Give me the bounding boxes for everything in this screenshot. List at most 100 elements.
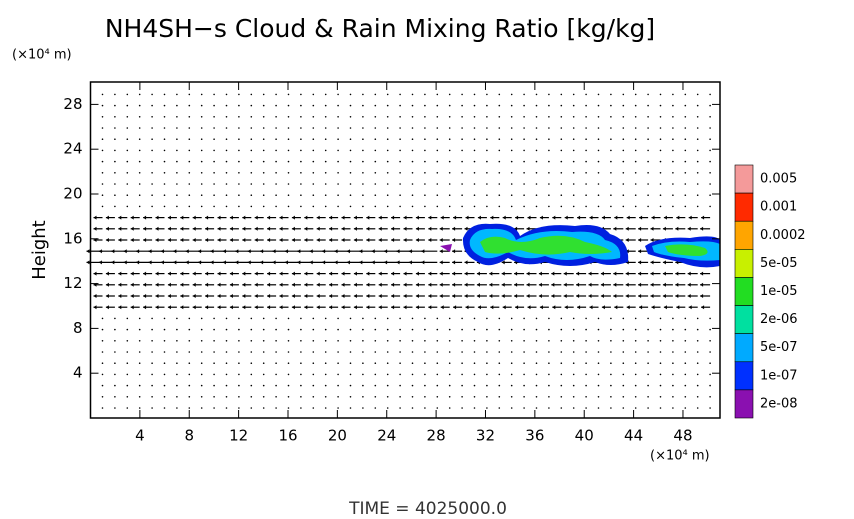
vector-dot bbox=[424, 407, 426, 409]
vector-dot bbox=[498, 373, 501, 376]
vector-dot bbox=[337, 194, 339, 196]
vector-head bbox=[217, 215, 221, 220]
vector-dot bbox=[300, 351, 302, 353]
vector-dot bbox=[560, 362, 563, 365]
vector-head bbox=[111, 249, 115, 254]
vector-dot bbox=[436, 396, 439, 398]
vector-head bbox=[650, 238, 654, 242]
vector-dot bbox=[287, 127, 290, 129]
vector-dot bbox=[436, 407, 439, 409]
vector-dot bbox=[386, 362, 389, 365]
vector-dot bbox=[188, 183, 191, 185]
vector-dot bbox=[473, 384, 476, 387]
vector-dot bbox=[659, 172, 662, 174]
vector-head bbox=[662, 271, 666, 276]
vector-dot bbox=[684, 116, 687, 118]
vector-dot bbox=[275, 93, 277, 96]
vector-dot bbox=[696, 116, 699, 118]
vector-dot bbox=[386, 317, 389, 320]
vector-dot bbox=[548, 328, 550, 331]
vector-dot bbox=[287, 104, 290, 107]
vector-head bbox=[378, 271, 382, 276]
vector-dot bbox=[238, 362, 240, 365]
vector-dot bbox=[572, 194, 575, 196]
vector-head bbox=[309, 260, 313, 265]
vector-head bbox=[477, 215, 481, 220]
vector-dot bbox=[200, 172, 203, 174]
vector-head bbox=[452, 282, 456, 287]
vector-head bbox=[489, 282, 493, 287]
vector-dot bbox=[461, 351, 463, 353]
vector-dot bbox=[287, 138, 290, 140]
vector-dot bbox=[188, 351, 191, 353]
vector-head bbox=[501, 294, 505, 298]
colorbar-swatch bbox=[734, 333, 754, 363]
vector-dot bbox=[188, 384, 191, 387]
vector-dot bbox=[386, 194, 389, 196]
vector-dot bbox=[312, 149, 315, 152]
vector-dot bbox=[188, 340, 191, 342]
vector-dot bbox=[126, 116, 129, 118]
vector-head bbox=[254, 238, 258, 242]
vector-head bbox=[267, 271, 271, 276]
vector-dot bbox=[275, 396, 277, 398]
vector-dot bbox=[585, 160, 587, 163]
vector-dot bbox=[486, 317, 488, 320]
vector-head bbox=[589, 305, 593, 310]
y-unit: (×10⁴ m) bbox=[12, 48, 72, 63]
vector-dot bbox=[510, 183, 513, 185]
vector-head bbox=[650, 271, 654, 276]
vector-dot bbox=[585, 116, 587, 118]
vector-dot bbox=[163, 362, 166, 365]
vector-dot bbox=[238, 127, 240, 129]
vector-dot bbox=[498, 194, 501, 196]
vector-dot bbox=[424, 205, 426, 208]
vector-dot bbox=[572, 138, 575, 140]
vector-dot bbox=[436, 138, 439, 140]
vector-dot bbox=[374, 373, 377, 376]
vector-dot bbox=[138, 93, 141, 96]
vector-dot bbox=[324, 362, 327, 365]
vector-dot bbox=[696, 328, 699, 331]
vector-dot bbox=[188, 172, 191, 174]
vector-dot bbox=[684, 205, 687, 208]
vector-dot bbox=[672, 362, 674, 365]
vector-dot bbox=[634, 205, 637, 208]
vector-dot bbox=[411, 172, 414, 174]
vector-head bbox=[589, 215, 593, 220]
vector-dot bbox=[709, 362, 711, 365]
colorbar-label: 0.005 bbox=[760, 172, 797, 187]
vector-dot bbox=[659, 149, 662, 152]
vector-head bbox=[391, 305, 395, 310]
vector-dot bbox=[374, 127, 377, 129]
vector-head bbox=[638, 260, 642, 265]
vector-dot bbox=[300, 160, 302, 163]
vector-dot bbox=[610, 116, 612, 118]
vector-dot bbox=[250, 384, 253, 387]
vector-dot bbox=[622, 407, 625, 409]
vector-dot bbox=[448, 328, 451, 331]
vector-dot bbox=[709, 205, 711, 208]
vector-dot bbox=[337, 407, 339, 409]
vector-dot bbox=[213, 328, 215, 331]
vector-head bbox=[180, 294, 184, 298]
vector-head bbox=[676, 215, 680, 220]
vector-dot bbox=[473, 407, 476, 409]
vector-dot bbox=[597, 351, 600, 353]
vector-dot bbox=[696, 172, 699, 174]
vector-head bbox=[600, 271, 604, 276]
vector-head bbox=[563, 294, 567, 298]
vector-dot bbox=[337, 160, 339, 163]
vector-dot bbox=[684, 362, 687, 365]
vector-dot bbox=[461, 373, 463, 376]
vector-head bbox=[267, 215, 271, 220]
vector-dot bbox=[312, 328, 315, 331]
vector-dot bbox=[300, 116, 302, 118]
vector-head bbox=[700, 294, 704, 298]
vector-dot bbox=[548, 194, 550, 196]
vector-head bbox=[297, 249, 301, 254]
vector-dot bbox=[672, 149, 674, 152]
vector-dot bbox=[151, 396, 153, 398]
vector-dot bbox=[275, 160, 277, 163]
vector-dot bbox=[510, 384, 513, 387]
